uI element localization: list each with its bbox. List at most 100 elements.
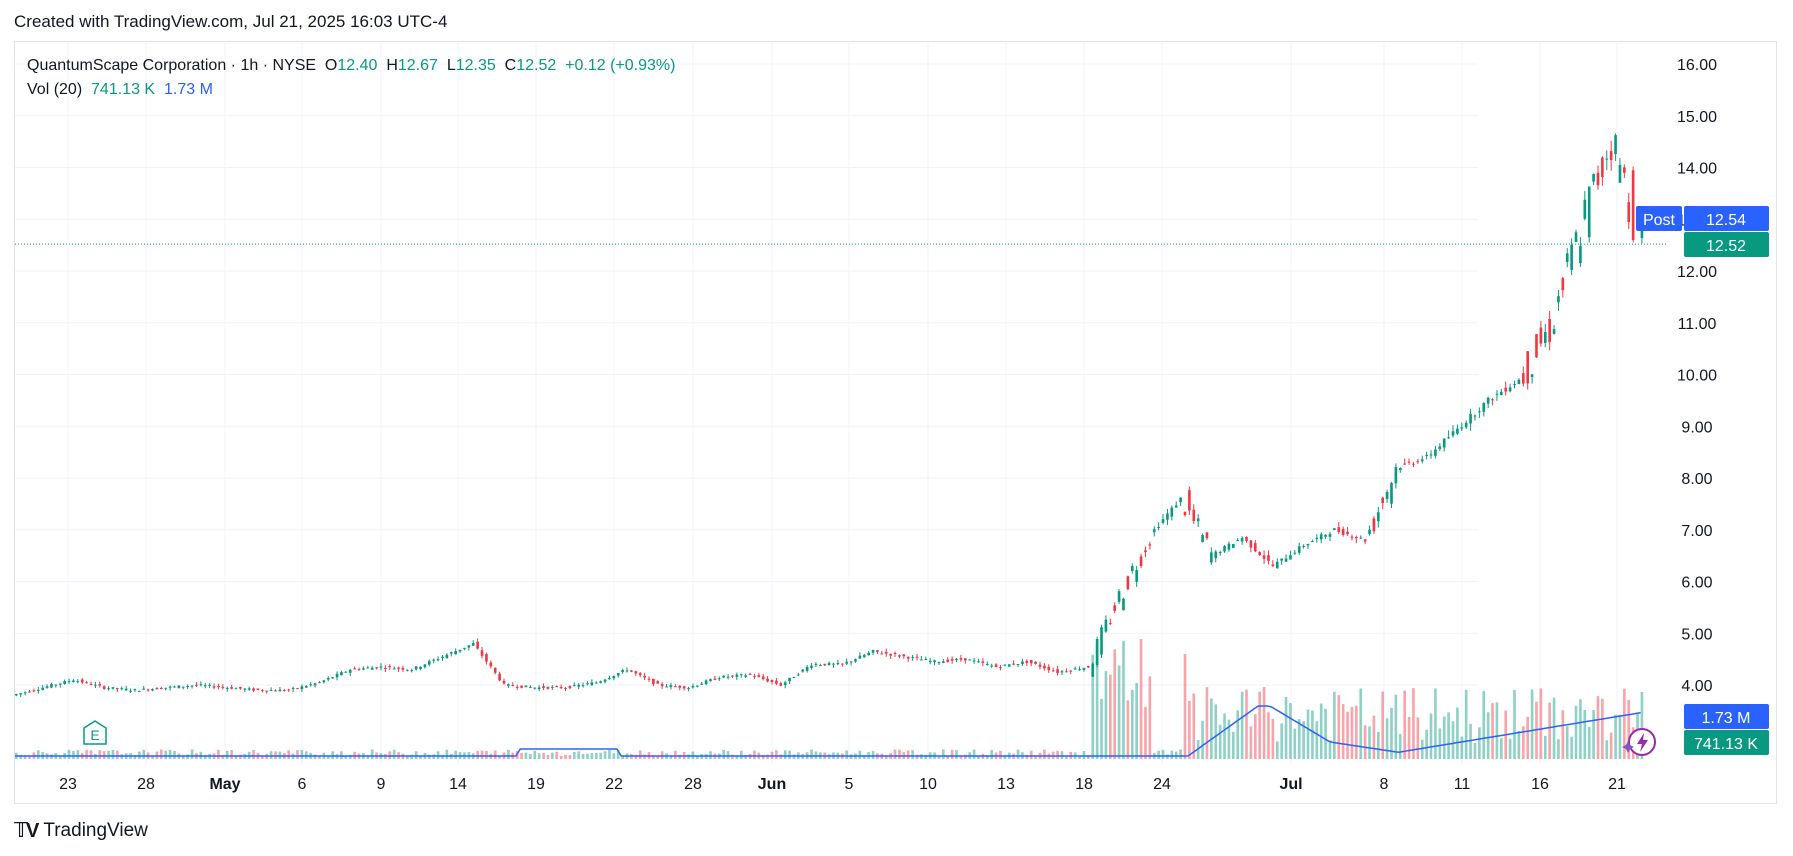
earnings-icon — [83, 720, 107, 745]
volume-bar — [261, 755, 264, 759]
volume-bar — [783, 750, 787, 759]
candle-body — [340, 672, 343, 676]
volume-bar — [1100, 698, 1103, 759]
candle-body — [190, 685, 194, 687]
volume-bar — [924, 754, 928, 759]
chart-frame[interactable] — [14, 41, 1777, 804]
volume-bar — [1508, 738, 1512, 759]
chart-legend: QuantumScape Corporation · 1h · NYSE O 12… — [27, 54, 675, 102]
candle-body — [647, 678, 651, 680]
volume-bar — [168, 749, 172, 759]
candle-body — [902, 654, 906, 657]
candle-body — [1139, 556, 1143, 566]
candle-body — [467, 645, 471, 648]
volume-bar — [766, 754, 769, 759]
candle-body — [164, 687, 168, 689]
candle-body — [946, 659, 950, 662]
candle-body — [757, 675, 761, 677]
candle-body — [186, 686, 189, 688]
candle-body — [999, 667, 1002, 669]
volume-bar — [608, 749, 611, 759]
volume-bar — [225, 750, 229, 759]
candle-body — [15, 694, 18, 696]
volume-bar — [1249, 726, 1253, 759]
open-label: O — [324, 57, 338, 74]
price-tick-label: 16.00 — [1677, 57, 1717, 74]
volume-bar — [19, 755, 23, 759]
volume-bar — [344, 755, 348, 759]
candle-body — [1464, 422, 1468, 428]
volume-bar — [1183, 653, 1187, 759]
candle-body — [256, 688, 260, 691]
candle-body — [656, 681, 660, 684]
volume-bar — [1232, 731, 1235, 759]
volume-bar — [326, 755, 330, 759]
volume-bar — [599, 752, 602, 759]
price-tick-label: 15.00 — [1677, 109, 1717, 126]
candle-body — [274, 690, 277, 692]
volume-bar — [862, 755, 866, 759]
candle-body — [1324, 534, 1327, 537]
candle-body — [239, 686, 242, 689]
candle-body — [221, 686, 225, 688]
candle-body — [1122, 598, 1125, 611]
candle-body — [753, 675, 756, 677]
candle-body — [1135, 570, 1138, 582]
volume-bar — [181, 755, 185, 759]
candle-body — [291, 687, 295, 689]
volume-bar — [638, 750, 642, 759]
time-tick-label: 10 — [919, 776, 937, 793]
time-tick-label: 28 — [684, 776, 702, 793]
candle-body — [230, 687, 233, 689]
volume-bar — [217, 749, 220, 759]
candle-body — [50, 684, 53, 688]
candle-body — [168, 686, 172, 688]
chart-attribution: Created with TradingView.com, Jul 21, 20… — [14, 12, 448, 31]
time-tick-label: 28 — [137, 776, 155, 793]
candle-body — [709, 679, 712, 682]
candle-body — [278, 689, 282, 692]
volume-bar — [1368, 726, 1371, 759]
volume-bar — [1205, 687, 1209, 759]
volume-bar — [656, 755, 660, 759]
candle-body — [1473, 415, 1477, 417]
volume-bar — [173, 750, 176, 759]
volume-bar — [133, 755, 137, 759]
volume-bar — [634, 754, 638, 759]
volume-bar — [731, 754, 734, 759]
volume-bar — [36, 750, 40, 759]
high-value: 12.67 — [397, 57, 438, 74]
volume-label[interactable]: Vol (20) — [27, 81, 83, 98]
candle-body — [555, 686, 559, 688]
volume-tag-bg — [1684, 730, 1769, 755]
candle-body — [735, 674, 739, 677]
volume-bar — [111, 749, 115, 759]
volume-bar — [414, 751, 418, 759]
candle-body — [559, 687, 563, 689]
volume-bar — [370, 749, 374, 759]
volume-bar — [89, 750, 93, 759]
symbol-title[interactable]: QuantumScape Corporation · 1h · NYSE — [27, 57, 317, 74]
candle-body — [564, 687, 567, 689]
volume-bar — [871, 751, 875, 759]
candle-body — [366, 667, 370, 669]
tradingview-brand[interactable]: 𝕋V TradingView — [14, 818, 148, 843]
candle-body — [146, 689, 150, 691]
candle-body — [1526, 351, 1530, 384]
candle-body — [1271, 564, 1275, 567]
close-value: 12.52 — [516, 57, 557, 74]
candle-body — [362, 668, 365, 670]
candle-body — [840, 663, 844, 665]
candle-body — [1012, 663, 1015, 665]
volume-bar — [1517, 730, 1521, 759]
candle-body — [805, 666, 809, 671]
candle-body — [1065, 671, 1068, 673]
candle-body — [1623, 167, 1626, 173]
candle-body — [155, 687, 159, 690]
candle-body — [871, 650, 875, 653]
candle-body — [616, 673, 620, 676]
candle-body — [625, 670, 629, 672]
volume-bar — [551, 752, 554, 759]
candle-body — [687, 688, 690, 690]
